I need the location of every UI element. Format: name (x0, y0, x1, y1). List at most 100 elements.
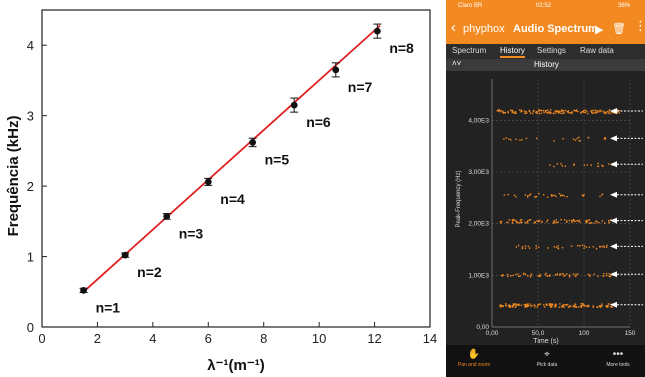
history-dot (524, 247, 527, 249)
history-dot (605, 246, 608, 248)
history-dot (588, 305, 590, 307)
brand-label[interactable]: phyphox (463, 23, 505, 35)
x-tick-label: 12 (367, 331, 381, 346)
history-dot (512, 304, 515, 307)
history-dot (543, 306, 546, 308)
history-dot (524, 245, 527, 247)
history-dot (514, 303, 516, 306)
tab-history[interactable]: History (500, 46, 525, 58)
history-dot (538, 219, 541, 222)
history-dot (502, 274, 504, 276)
history-dot (547, 111, 550, 113)
history-dot (595, 112, 598, 114)
history-dot (536, 306, 538, 308)
history-dot (585, 246, 588, 248)
history-dot (499, 306, 502, 308)
history-dot (515, 246, 518, 248)
tab-settings[interactable]: Settings (537, 46, 566, 55)
history-dot (549, 305, 552, 308)
history-dot (541, 109, 543, 112)
history-dot (538, 220, 540, 223)
history-dot (539, 109, 541, 111)
history-dot (529, 219, 532, 221)
history-dot (558, 274, 561, 276)
history-dot (530, 305, 532, 307)
more-tools-tool[interactable]: ••• More tools (593, 348, 643, 368)
history-dot (601, 245, 603, 248)
history-dot (513, 194, 516, 197)
history-dot (561, 273, 563, 275)
history-dot (587, 112, 589, 115)
history-dot (529, 193, 532, 195)
history-dot (519, 109, 521, 111)
history-dot (548, 111, 551, 113)
history-dot (608, 273, 610, 275)
back-icon[interactable]: ‹ (451, 19, 456, 36)
y-tick-label: 0 (27, 320, 34, 335)
history-dot (611, 111, 613, 113)
history-dot (605, 274, 608, 277)
history-dot (539, 275, 542, 277)
history-dot (524, 304, 527, 306)
history-dot (587, 304, 590, 307)
history-dot (557, 247, 560, 250)
history-dot (605, 305, 607, 307)
history-dot (518, 222, 521, 224)
history-dot (499, 110, 502, 113)
history-dot (498, 109, 500, 111)
x-tick-label: 0 (38, 331, 45, 346)
history-dot (591, 110, 593, 112)
play-icon[interactable]: ▶ (595, 24, 604, 36)
history-dot (595, 220, 597, 222)
history-dot (521, 247, 523, 250)
history-dot (548, 303, 551, 305)
history-dot (510, 139, 512, 141)
history-dot (497, 109, 499, 111)
history-dot (546, 109, 549, 111)
history-dot (576, 137, 578, 140)
history-dot (554, 112, 556, 115)
history-dot (550, 112, 552, 114)
history-dot (582, 304, 585, 307)
history-dot (575, 273, 577, 275)
more-options-icon[interactable]: ⋮ (634, 18, 645, 33)
history-dot (564, 274, 566, 276)
history-dot (574, 139, 577, 141)
pick-data-tool[interactable]: ⌖ Pick data (522, 348, 572, 368)
history-dot (601, 303, 603, 305)
history-dot (538, 275, 541, 278)
point-label: n=1 (96, 299, 121, 315)
tab-raw-data[interactable]: Raw data (580, 46, 614, 55)
history-dot (581, 244, 584, 247)
history-dot (515, 220, 517, 222)
history-dot (603, 112, 605, 114)
history-dot (608, 163, 610, 165)
history-dot (602, 275, 605, 277)
point-label: n=8 (389, 40, 414, 56)
history-y-tick-label: 0,00 (476, 324, 489, 331)
trash-icon[interactable]: 🗑 (612, 23, 626, 35)
pan-and-zoom-tool[interactable]: ✋ Pan and zoom (449, 348, 499, 368)
history-dot (539, 273, 541, 276)
collapse-icon[interactable]: ˄˅ (452, 59, 462, 68)
history-dot (578, 306, 580, 308)
history-dot (571, 221, 573, 223)
point-label: n=6 (306, 114, 331, 130)
history-dot (528, 109, 530, 112)
history-plot[interactable]: 0,00 50,0 100 150 0,00 1,00E3 2,00E3 3,00E3 4,00… (446, 71, 645, 345)
history-dot (574, 220, 576, 223)
y-tick-label: 1 (27, 250, 34, 265)
history-plot-background (446, 71, 645, 345)
history-dot (555, 219, 557, 221)
history-dot (545, 110, 547, 112)
history-dot (560, 194, 562, 197)
history-dot (608, 109, 611, 111)
history-dot (549, 274, 551, 276)
history-dot (549, 303, 551, 306)
history-dot (603, 222, 606, 224)
history-dot (518, 304, 520, 306)
history-dot (599, 110, 601, 113)
tab-spectrum[interactable]: Spectrum (452, 46, 487, 55)
